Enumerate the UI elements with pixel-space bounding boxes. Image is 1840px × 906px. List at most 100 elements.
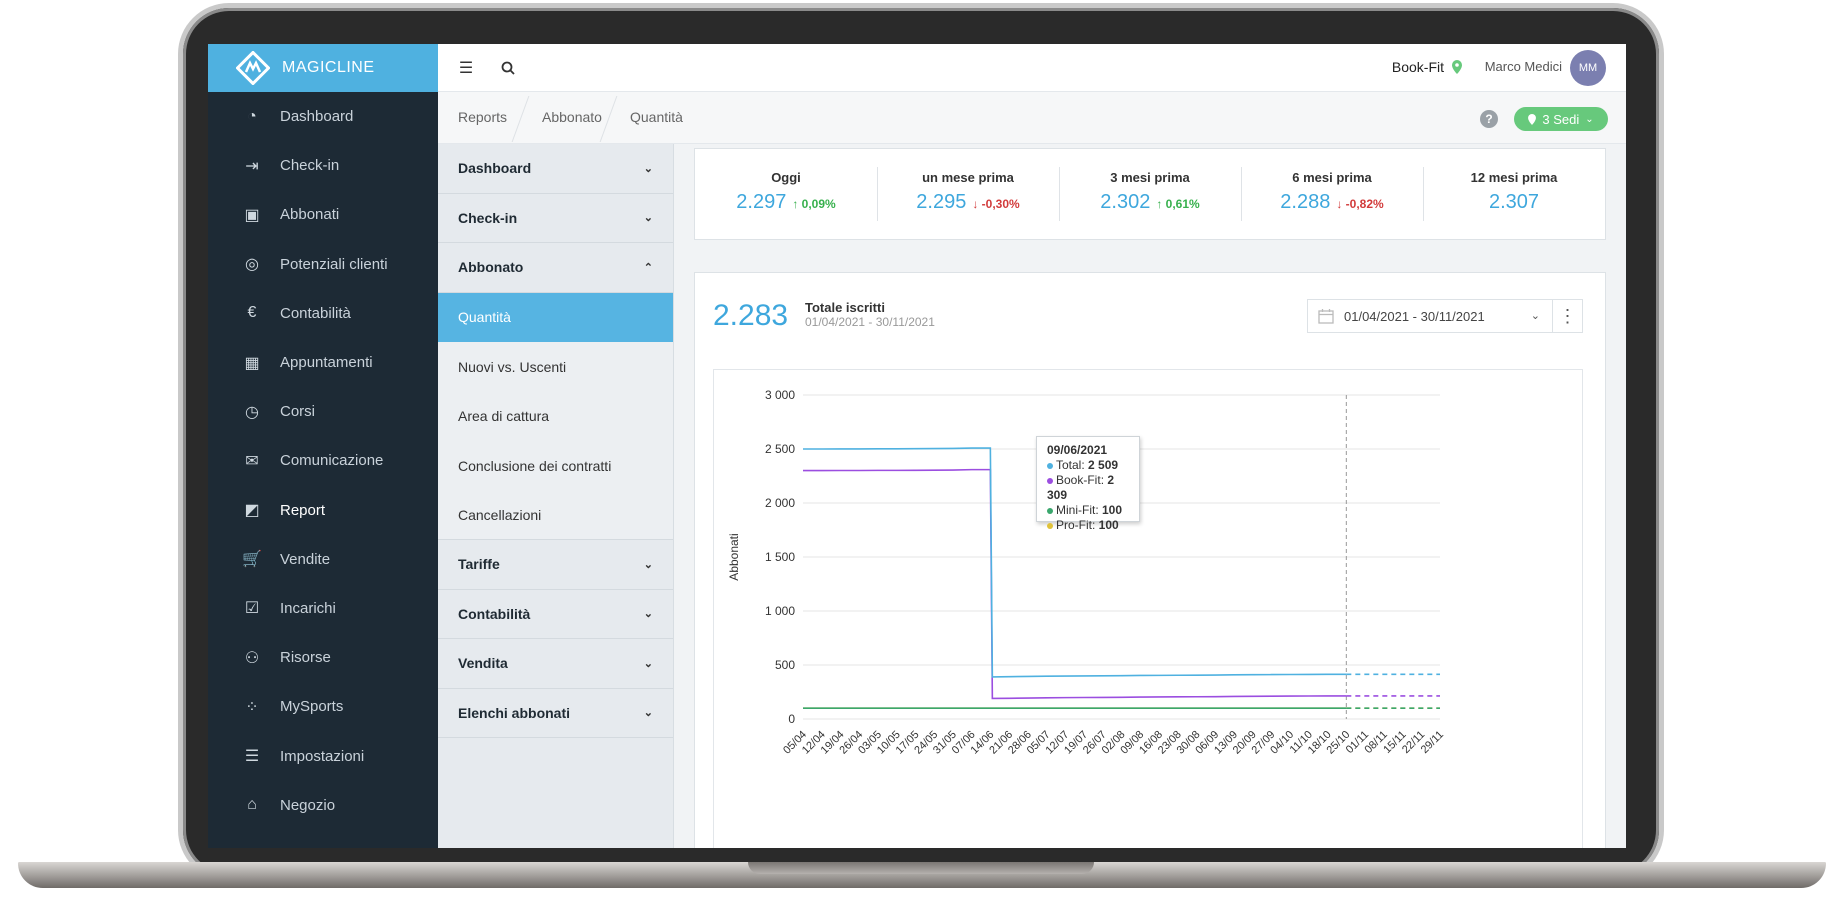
brand-name: MAGICLINE <box>282 59 375 76</box>
sidebar-item-report[interactable]: ◩ Report <box>208 486 438 535</box>
stat-label: 12 mesi prima <box>1470 170 1558 185</box>
tooltip-series-value: 100 <box>1098 518 1119 532</box>
stat-12-mesi-prima: 12 mesi prima 2.307 <box>1423 149 1605 239</box>
sidebar-item-label: MySports <box>280 698 344 716</box>
sidebar-item-label: Corsi <box>280 403 316 421</box>
report-icon: ◩ <box>244 502 260 520</box>
submenu-contabilita[interactable]: Contabilità ⌄ <box>438 590 673 639</box>
calendar-icon: ▦ <box>244 354 260 372</box>
tooltip-series-name: Pro-Fit <box>1056 518 1092 532</box>
sidebar-item-label: Risorse <box>280 649 331 667</box>
sidebar-item-label: Dashboard <box>280 108 354 126</box>
tooltip-row-book-fit: Book-Fit: 2 309 <box>1047 473 1115 502</box>
sidebar-item-contabilit-[interactable]: € Contabilità <box>208 289 438 338</box>
avatar[interactable]: MM <box>1570 50 1606 86</box>
submenu-dashboard[interactable]: Dashboard ⌄ <box>438 144 673 194</box>
total-value: 2.283 <box>713 299 789 332</box>
sidebar-item-abbonati[interactable]: ▣ Abbonati <box>208 190 438 239</box>
help-icon[interactable]: ? <box>1480 110 1498 128</box>
breadcrumb-reports[interactable]: Reports <box>458 109 508 125</box>
submenu-abbonato[interactable]: Abbonato ⌃ <box>438 243 673 293</box>
stat-label: Oggi <box>771 170 801 185</box>
stat-label: un mese prima <box>922 170 1014 185</box>
stat-change: ↓ -0,30% <box>972 197 1020 211</box>
legend-dot-icon <box>1047 522 1053 529</box>
stopwatch-icon: ◷ <box>245 403 259 421</box>
sidebar-item-label: Abbonati <box>280 206 340 224</box>
series-line-total <box>803 447 1347 678</box>
y-tick-label: 1 000 <box>765 604 795 618</box>
stat-change: ↓ -0,82% <box>1336 197 1384 211</box>
hamburger-menu-icon[interactable]: ☰ <box>458 59 474 77</box>
search-icon[interactable] <box>494 54 522 82</box>
grid-icon: ⁘ <box>245 698 259 716</box>
stat-change: ↑ 0,61% <box>1156 197 1200 211</box>
submenu-item-area-di-cattura[interactable]: Area di cattura <box>438 391 673 441</box>
sidebar-item-comunicazione[interactable]: ✉ Comunicazione <box>208 436 438 485</box>
submenu-tariffe[interactable]: Tariffe ⌄ <box>438 540 673 590</box>
sidebar-item-potenziali-clienti[interactable]: ◎ Potenziali clienti <box>208 240 438 289</box>
sidebar-item-label: Impostazioni <box>280 747 365 765</box>
sidebar-item-label: Negozio <box>280 796 336 814</box>
submenu-item-conclusione-contratti[interactable]: Conclusione dei contratti <box>438 441 673 491</box>
breadcrumb-separator <box>599 96 618 142</box>
tooltip-series-value: 100 <box>1102 503 1123 517</box>
sedi-selector[interactable]: 3 Sedi ⌄ <box>1514 107 1608 131</box>
date-range-picker[interactable]: 01/04/2021 - 30/11/2021 ⌄ <box>1307 299 1553 333</box>
chevron-down-icon: ⌄ <box>643 558 653 571</box>
submenu-label: Contabilità <box>458 605 531 622</box>
more-options-icon[interactable]: ⋮ <box>1553 299 1583 333</box>
date-range-value: 01/04/2021 - 30/11/2021 <box>1344 308 1485 324</box>
y-tick-label: 2 500 <box>765 442 795 456</box>
breadcrumb-quantita: Quantità <box>630 109 683 125</box>
stat-3-mesi-prima: 3 mesi prima 2.302 ↑ 0,61% <box>1059 149 1241 239</box>
sidebar-item-dashboard[interactable]: ◔ Dashboard <box>208 92 438 141</box>
y-tick-label: 1 500 <box>765 550 795 564</box>
chevron-down-icon: ⌄ <box>643 657 653 670</box>
dashboard-icon: ◔ <box>247 107 257 125</box>
chevron-up-icon: ⌃ <box>643 261 653 274</box>
stat-value: 2.307 <box>1488 191 1540 213</box>
chevron-down-icon: ⌄ <box>643 162 653 175</box>
submenu-item-quantita[interactable]: Quantità <box>438 292 673 342</box>
location-pin-icon <box>1452 60 1462 74</box>
submenu-label: Check-in <box>458 209 518 226</box>
submenu-label: Elenchi abbonati <box>458 704 571 721</box>
sidebar-item-check-in[interactable]: ⇥ Check-in <box>208 141 438 190</box>
stat-value: 2.295 <box>916 191 967 213</box>
brand-bar[interactable]: MAGICLINE <box>208 44 438 92</box>
main-content: Oggi 2.297 ↑ 0,09% un mese prima 2.295 ↓ -… <box>674 144 1626 848</box>
tooltip-date: 09/06/2021 <box>1047 443 1108 457</box>
user-name[interactable]: Marco Medici <box>1484 59 1562 74</box>
sidebar-item-label: Contabilità <box>280 304 351 322</box>
magicline-logo-icon <box>236 51 270 85</box>
sidebar-item-risorse[interactable]: ⚇ Risorse <box>208 633 438 682</box>
sidebar-item-negozio[interactable]: ⌂ Negozio <box>208 781 438 830</box>
cart-icon: 🛒 <box>242 551 262 569</box>
nav-list: ◔ Dashboard ⇥ Check-in ▣ Abbonati ◎ Potenziali … <box>208 92 438 830</box>
sidebar-item-incarichi[interactable]: ☑ Incarichi <box>208 584 438 633</box>
gym-selector[interactable]: Book-Fit <box>1391 59 1444 75</box>
stat-value: 2.297 <box>736 191 787 213</box>
y-tick-label: 500 <box>775 658 795 672</box>
sidebar-item-mysports[interactable]: ⁘ MySports <box>208 682 438 731</box>
submenu-elenchi-abbonati[interactable]: Elenchi abbonati ⌄ <box>438 689 673 738</box>
people-icon: ⚇ <box>244 649 260 667</box>
sidebar-item-corsi[interactable]: ◷ Corsi <box>208 387 438 436</box>
submenu-check-in[interactable]: Check-in ⌄ <box>438 194 673 243</box>
sidebar-item-appuntamenti[interactable]: ▦ Appuntamenti <box>208 338 438 387</box>
chevron-down-icon: ⌄ <box>1585 113 1594 125</box>
y-tick-label: 3 000 <box>765 388 795 402</box>
chart-tooltip: 09/06/2021 Total: 2 509 Book-Fit: 2 309 … <box>1036 436 1140 532</box>
submenu-item-cancellazioni[interactable]: Cancellazioni <box>438 490 673 540</box>
breadcrumb-abbonato[interactable]: Abbonato <box>542 109 602 125</box>
submenu-item-nuovi-vs-uscenti[interactable]: Nuovi vs. Uscenti <box>438 342 673 392</box>
submenu-label: Tariffe <box>458 556 500 573</box>
sidebar-item-impostazioni[interactable]: ☰ Impostazioni <box>208 731 438 780</box>
legend-dot-icon <box>1047 462 1053 469</box>
sidebar-item-vendite[interactable]: 🛒 Vendite <box>208 535 438 584</box>
stat-un-mese-prima: un mese prima 2.295 ↓ -0,30% <box>877 149 1059 239</box>
submenu-vendita[interactable]: Vendita ⌄ <box>438 639 673 689</box>
breadcrumb-separator <box>511 96 530 142</box>
sedi-label: 3 Sedi <box>1542 111 1580 127</box>
